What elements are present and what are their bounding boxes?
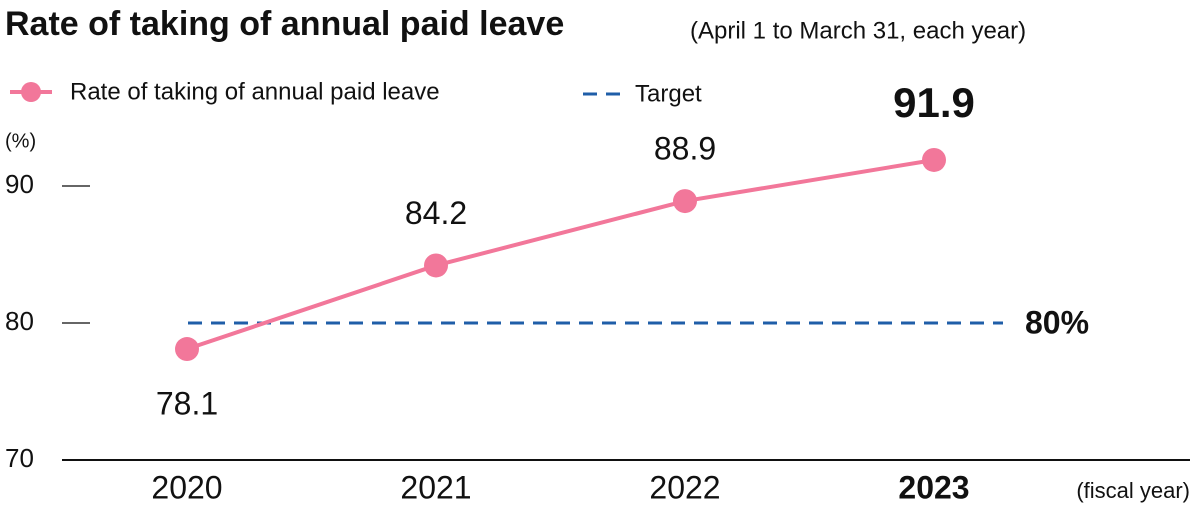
x-tick-label: 2022 [649,469,720,505]
legend-marker [21,82,41,102]
legend-label: Target [635,80,702,107]
x-axis-label: (fiscal year) [1076,478,1190,503]
data-point [175,337,199,362]
target-label: 80% [1025,304,1089,340]
y-axis-label: (%) [5,130,36,152]
chart-title: Rate of taking of annual paid leave [5,5,564,43]
x-tick-label: 2020 [151,469,222,505]
value-label: 84.2 [405,195,467,231]
data-point [673,189,697,214]
value-label: 78.1 [156,385,218,421]
legend-label: Rate of taking of annual paid leave [70,78,440,105]
value-label: 91.9 [893,79,975,126]
data-point [922,147,946,172]
x-tick-label: 2021 [400,469,471,505]
y-tick-label: 70 [5,443,34,473]
x-tick-label: 2023 [898,469,969,505]
value-label: 88.9 [654,131,716,167]
data-point [424,253,448,278]
y-tick-label: 90 [5,169,34,199]
chart-subtitle: (April 1 to March 31, each year) [690,17,1026,44]
series-line [186,157,935,351]
y-tick-label: 80 [5,306,34,336]
